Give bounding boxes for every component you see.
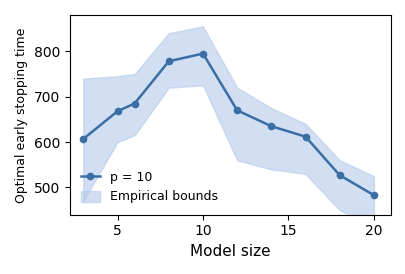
p = 10 (81, 137, 85, 141)
Line: p = 10: p = 10 (80, 50, 376, 198)
p = 10 (234, 109, 239, 112)
p = 10 (268, 125, 273, 128)
Legend: p = 10, Empirical bounds: p = 10, Empirical bounds (76, 166, 222, 209)
p = 10 (200, 52, 205, 55)
X-axis label: Model size: Model size (190, 244, 270, 259)
Y-axis label: Optimal early stopping time: Optimal early stopping time (15, 27, 28, 202)
p = 10 (166, 60, 171, 63)
p = 10 (337, 174, 341, 177)
p = 10 (115, 110, 119, 113)
p = 10 (132, 102, 137, 105)
p = 10 (303, 135, 307, 138)
p = 10 (371, 193, 375, 197)
